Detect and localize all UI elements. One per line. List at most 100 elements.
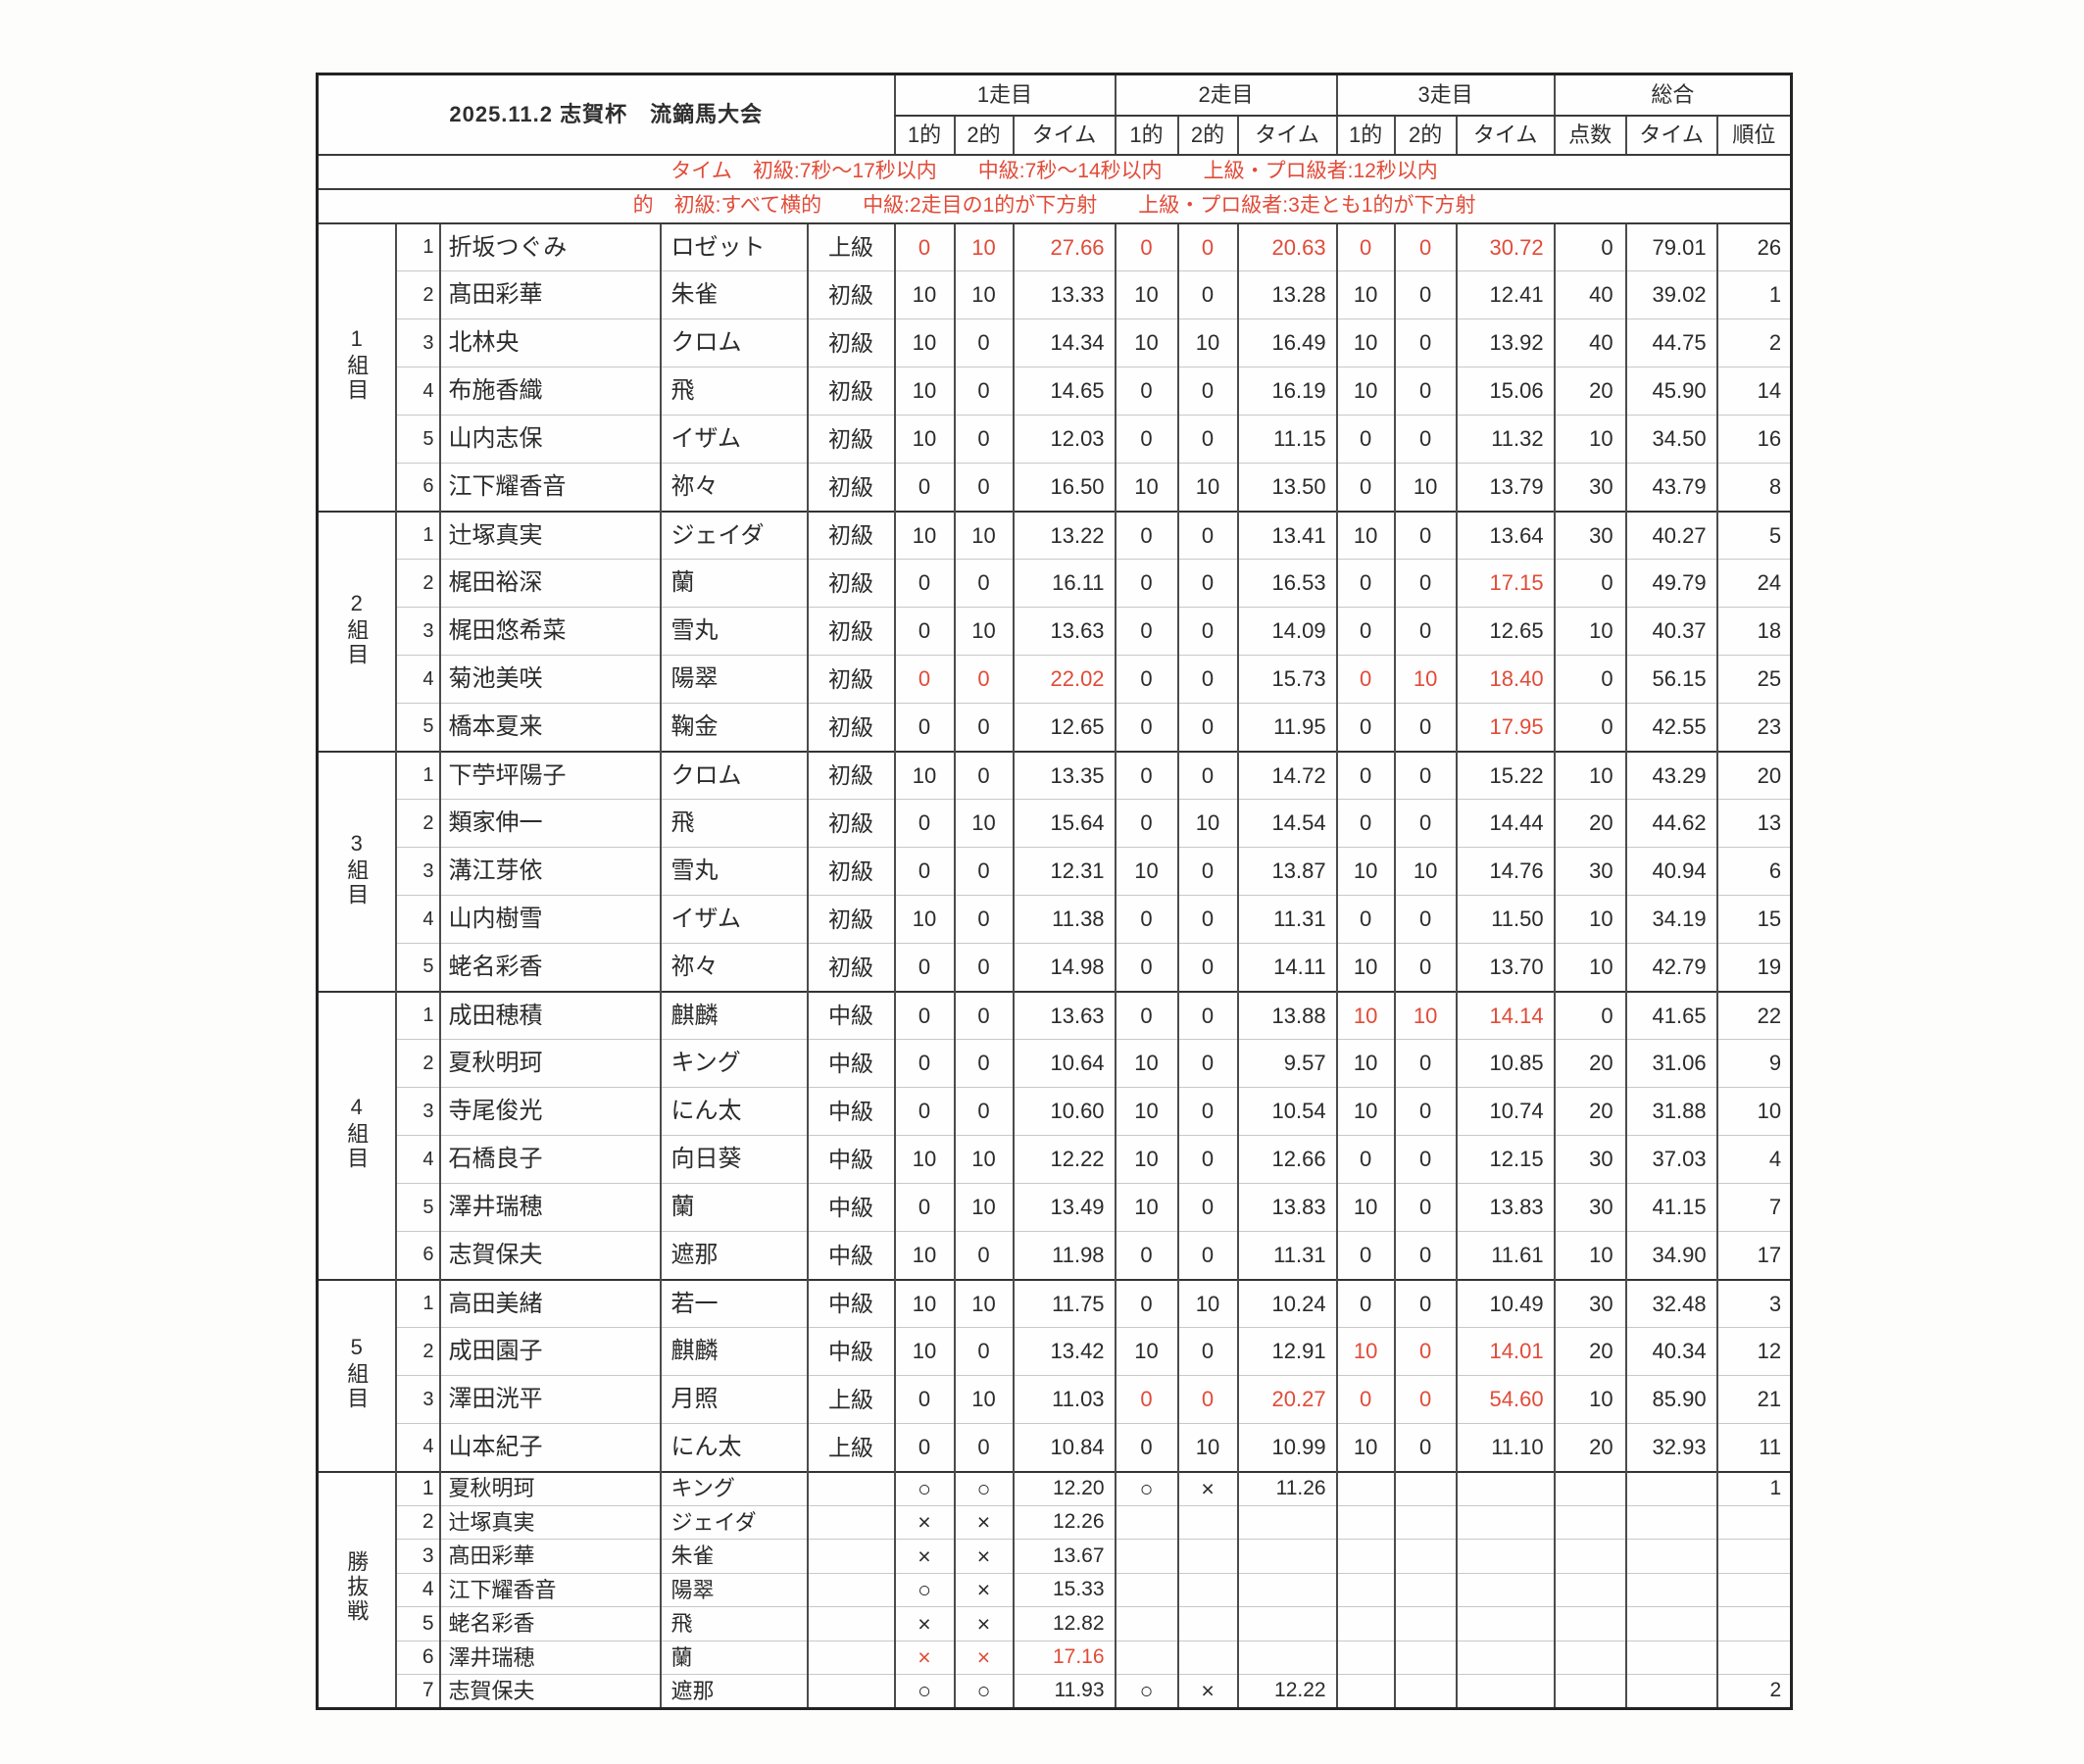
r1-target2: 10 [953,1183,1014,1232]
row-number: 6 [394,1231,440,1280]
header-run1-target2: 2的 [953,114,1014,156]
rider-name: 菊池美咲 [438,655,661,704]
r1-target1: 0 [893,463,955,512]
r3-target2: 0 [1393,510,1457,560]
total-points: 20 [1553,1039,1626,1088]
row-number: 5 [394,1183,440,1232]
row-number: 1 [394,510,440,560]
r3-target1: 0 [1335,1231,1395,1280]
r3-target2: 0 [1393,1087,1457,1136]
r3-target2: 0 [1393,1135,1457,1184]
r1-target2: 0 [953,750,1014,800]
result-row: 2 類家伸一飛初級 0 10 15.64 0 10 14.54 0 0 14.44 20 44.62 13 [318,799,1792,848]
r1-target1: 10 [893,1135,955,1184]
r1-target1: 0 [893,221,955,271]
horse-name: 遮那 [659,1231,808,1280]
r3-target1: 10 [1335,1087,1395,1136]
result-row: 2 成田園子 麒麟 中級 10 0 13.42 10 0 12.91 10 0 14.01 20 40.34… [318,1327,1792,1376]
r3-target1: 0 [1335,750,1395,800]
rider-name: 布施香織 [438,367,661,416]
total-time: 37.03 [1624,1135,1717,1184]
rank [1715,1640,1792,1675]
rider-name: 高田美緒 [438,1278,661,1328]
r3-time: 11.50 [1455,895,1555,944]
r1-time: 11.38 [1012,895,1116,944]
r2-time: 9.57 [1236,1039,1337,1088]
r3-time: 10.74 [1455,1087,1555,1136]
header-run3-target2: 2的 [1393,114,1457,156]
rider-name: 澤田洸平 [438,1375,661,1424]
r1-time: 22.02 [1012,655,1116,704]
r1-target1: 0 [893,1375,955,1424]
r3-time: 14.14 [1455,990,1555,1040]
rider-name: 成田園子 [438,1327,661,1376]
rider-name: 髙田彩華 [438,1539,661,1573]
r1-target1: × [893,1606,955,1641]
r3-time: 12.65 [1455,607,1555,656]
r2-time: 13.28 [1236,270,1337,319]
result-row: 2 夏秋明珂 キング 中級 0 0 10.64 10 0 9.57 10 0 10.85 20 31.06 9 [318,1039,1792,1088]
r3-time [1455,1470,1555,1505]
row-number: 1 [394,1470,440,1505]
r2-time: 14.11 [1236,943,1337,992]
rank: 5 [1715,510,1792,560]
level: 初級 [806,943,895,992]
r3-time [1455,1539,1555,1573]
rider-name: 折坂つぐみ [438,221,661,271]
rank: 24 [1715,559,1792,608]
total-points: 0 [1553,990,1626,1040]
horse-name: キング [659,1039,808,1088]
r1-target1: 10 [893,750,955,800]
r2-target1: 10 [1114,270,1178,319]
result-row: 2 梶田裕深蘭初級 0 0 16.11 0 0 16.53 0 0 17.15 0 49.79 24 [318,559,1792,608]
r2-time: 10.54 [1236,1087,1337,1136]
level [806,1572,895,1607]
r3-target2 [1393,1470,1457,1505]
row-number: 2 [394,799,440,848]
horse-name: イザム [659,415,808,464]
rank: 19 [1715,943,1792,992]
total-time: 40.37 [1624,607,1717,656]
result-row: 2 髙田彩華 朱雀 初級 10 10 13.33 10 0 13.28 10 0 12.41 40 39.0… [318,270,1792,319]
rider-name: 蛯名彩香 [438,943,661,992]
r2-time: 20.27 [1236,1375,1337,1424]
horse-name: 若一 [659,1278,808,1328]
rank: 2 [1715,318,1792,368]
rider-name: 山内志保 [438,415,661,464]
r1-target2: 10 [953,1278,1014,1328]
r1-target1: 10 [893,510,955,560]
r1-target2: × [953,1539,1014,1573]
r3-target1: 10 [1335,990,1395,1040]
r2-target1: 10 [1114,1183,1178,1232]
total-time [1624,1606,1717,1641]
result-row: 7 志賀保夫 遮那 ○ ○ 11.93 ○ × 12.22 2 [318,1674,1792,1708]
horse-name: 遮那 [659,1674,808,1708]
total-points: 30 [1553,463,1626,512]
total-points: 10 [1553,1231,1626,1280]
r1-target1: 0 [893,1183,955,1232]
rider-name: 山内樹雪 [438,895,661,944]
r1-target1: ○ [893,1674,955,1708]
total-points [1553,1504,1626,1540]
note-row-target-rules: 的 初級:すべて横的 中級:2走目の1的が下方射 上級・プロ級者:3走とも1的が… [316,187,1792,224]
r3-target2 [1393,1504,1457,1540]
row-number: 6 [394,1640,440,1675]
rank: 7 [1715,1183,1792,1232]
total-time: 40.94 [1624,847,1717,896]
horse-name: 鞠金 [659,703,808,752]
r3-target2: 0 [1393,221,1457,271]
header-run2-time: タイム [1236,114,1337,156]
r1-time: 27.66 [1012,221,1116,271]
rider-name: 江下耀香音 [438,1572,661,1607]
r2-time: 11.31 [1236,895,1337,944]
level: 初級 [806,510,895,560]
level: 初級 [806,799,895,848]
r3-target2: 0 [1393,1375,1457,1424]
r3-target1: 10 [1335,943,1395,992]
total-points [1553,1674,1626,1708]
r3-target2 [1393,1674,1457,1708]
total-time: 34.90 [1624,1231,1717,1280]
r2-target1: ○ [1114,1674,1178,1708]
r1-target1: 0 [893,1039,955,1088]
